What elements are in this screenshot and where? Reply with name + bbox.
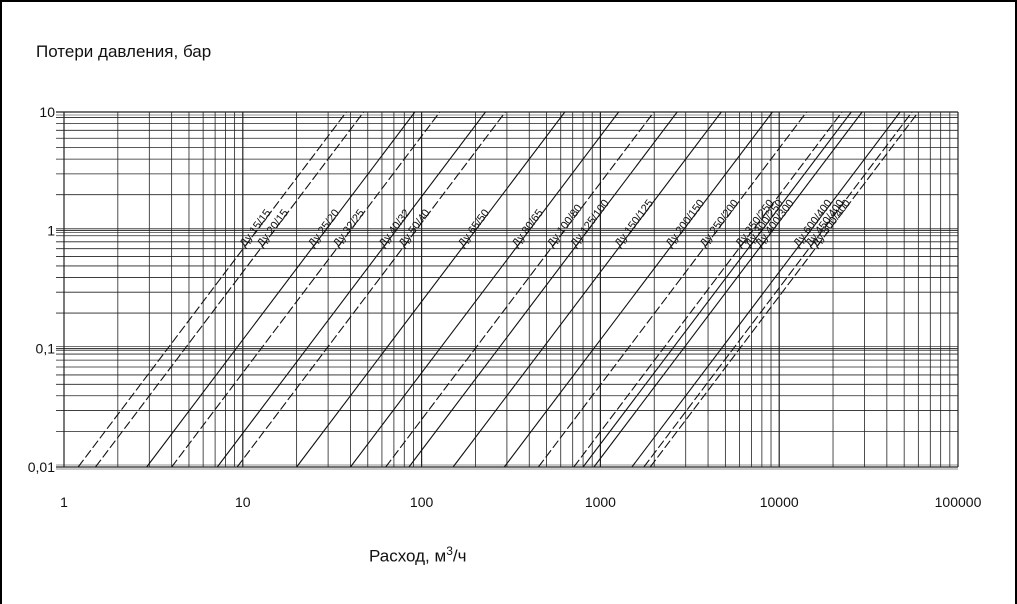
x-axis-label: Расход, м3/ч <box>369 544 466 567</box>
series-line <box>452 111 722 468</box>
x-axis-label-end: /ч <box>452 546 467 566</box>
y-axis-label: Потери давления, бар <box>36 42 212 61</box>
x-tick-label: 100 <box>410 494 434 510</box>
series-line <box>593 111 863 468</box>
x-tick-label: 10000 <box>760 494 799 510</box>
y-tick-label: 10 <box>39 104 55 120</box>
series-line <box>385 111 655 468</box>
tick-labels: 1 10 100 1000 10000 100000 10 1 0,1 0,01 <box>28 104 982 510</box>
y-tick-label: 0,1 <box>36 341 56 357</box>
series-line <box>146 111 416 468</box>
x-tick-label: 10 <box>235 494 251 510</box>
x-tick-label: 1 <box>60 494 68 510</box>
x-tick-label: 1000 <box>585 494 616 510</box>
grid <box>56 111 959 470</box>
series-line <box>649 111 919 468</box>
series-line <box>408 111 678 468</box>
series-line <box>95 111 365 468</box>
series-line <box>643 111 913 468</box>
series-line <box>631 111 901 468</box>
series-lines <box>77 111 919 468</box>
y-tick-label: 0,01 <box>28 459 55 475</box>
series-line <box>582 111 852 468</box>
series-line <box>296 111 566 468</box>
series-line <box>573 111 843 468</box>
x-axis-label-sup: 3 <box>446 544 453 558</box>
series-line <box>236 111 506 468</box>
y-tick-label: 1 <box>47 222 55 238</box>
series-line <box>77 111 347 468</box>
x-axis-label-main: Расход, м <box>369 546 447 566</box>
series-line <box>216 111 486 468</box>
series-line <box>503 111 773 468</box>
series-line <box>537 111 808 468</box>
x-tick-label: 100000 <box>935 494 982 510</box>
series-line <box>171 111 441 468</box>
series-line <box>350 111 620 468</box>
